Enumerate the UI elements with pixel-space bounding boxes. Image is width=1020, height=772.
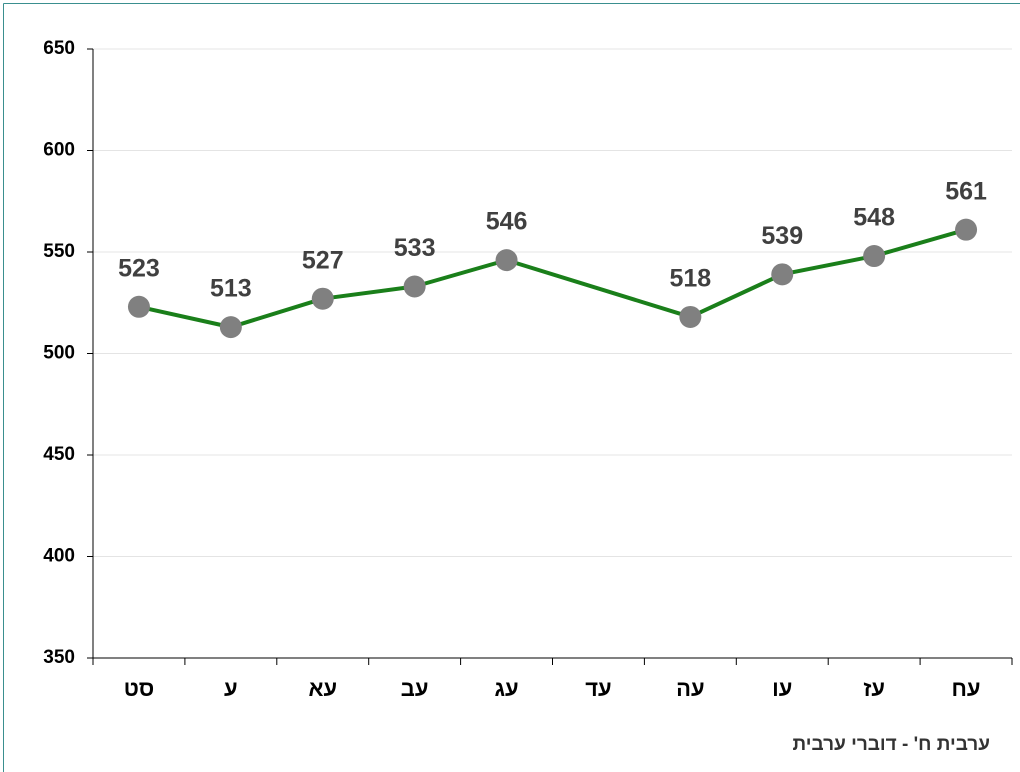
data-label: 546 <box>486 208 528 236</box>
line-segment <box>872 227 969 259</box>
data-label: 548 <box>853 204 895 232</box>
x-tick-label: ע <box>224 676 238 701</box>
data-label: 561 <box>945 177 987 205</box>
line-segment <box>228 296 325 330</box>
x-tick-label: עז <box>863 676 885 701</box>
y-tick-label: 400 <box>43 546 75 567</box>
line-segment <box>136 304 233 330</box>
marker <box>219 316 242 339</box>
x-tick-label: עג <box>494 676 518 701</box>
data-label: 513 <box>210 275 252 303</box>
x-axis-label: ערבית ח' - דוברי ערבית <box>793 734 990 755</box>
line-segment <box>780 254 877 277</box>
marker <box>127 295 150 318</box>
data-label: 539 <box>761 222 803 250</box>
marker <box>311 287 334 310</box>
x-tick-label: עב <box>401 676 429 701</box>
x-tick-label: עה <box>676 676 704 701</box>
y-tick-label: 650 <box>43 38 75 59</box>
y-tick-label: 600 <box>43 140 75 161</box>
marker <box>771 263 794 286</box>
y-tick-label: 500 <box>43 343 75 364</box>
marker <box>495 249 518 272</box>
y-tick-label: 450 <box>43 444 75 465</box>
marker <box>863 245 886 268</box>
marker <box>679 305 702 328</box>
line-segment <box>412 258 509 289</box>
line-segment <box>504 258 693 319</box>
data-label: 527 <box>302 246 344 274</box>
marker <box>403 275 426 298</box>
x-tick-label: סט <box>124 676 155 701</box>
data-label: 518 <box>669 265 711 293</box>
data-label: 523 <box>118 254 160 282</box>
y-tick-label: 550 <box>43 241 75 262</box>
x-tick-label: עד <box>585 676 611 701</box>
x-tick-label: עו <box>772 676 792 701</box>
y-tick-label: 350 <box>43 647 75 668</box>
data-label: 533 <box>394 234 436 262</box>
x-tick-label: עח <box>952 676 981 701</box>
x-tick-label: עא <box>308 676 337 701</box>
marker <box>955 218 978 241</box>
line-segment <box>320 284 417 301</box>
line-segment <box>688 272 785 319</box>
